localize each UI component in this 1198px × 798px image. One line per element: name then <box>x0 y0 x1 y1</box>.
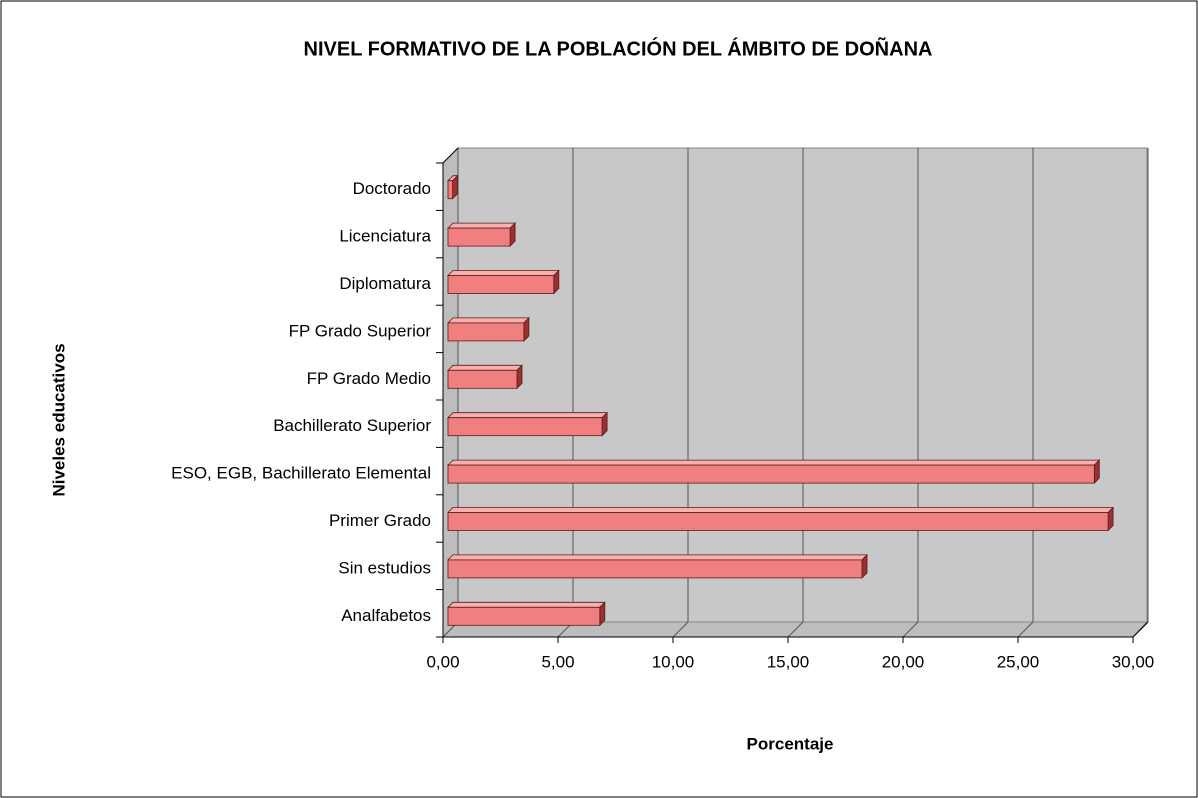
bar-top <box>447 317 530 324</box>
bar <box>447 512 1109 531</box>
x-tick-label: 20,00 <box>882 652 925 671</box>
x-tick-label: 5,00 <box>541 652 574 671</box>
x-axis-depth <box>1132 621 1149 638</box>
y-tick-label: FP Grado Superior <box>289 321 432 340</box>
x-tick-label: 0,00 <box>426 652 459 671</box>
y-tick-label: Licenciatura <box>339 227 431 246</box>
bar-top <box>447 364 523 371</box>
bar-top <box>447 270 560 276</box>
bar <box>447 559 863 579</box>
y-tick-label: Sin estudios <box>338 558 431 577</box>
bar-top <box>447 459 1101 466</box>
grid-line <box>672 621 689 638</box>
bar <box>447 322 525 342</box>
x-tick-label: 15,00 <box>767 652 810 671</box>
bar <box>447 606 601 626</box>
bar-top <box>447 507 1115 513</box>
bar <box>447 227 511 247</box>
bar <box>447 180 453 200</box>
y-tick-label: Diplomatura <box>339 274 431 293</box>
y-tick-label: Bachillerato Superior <box>273 416 431 435</box>
bar <box>447 275 555 294</box>
y-axis-depth <box>442 147 459 164</box>
x-axis-title: Porcentaje <box>747 734 834 753</box>
chart-title: NIVEL FORMATIVO DE LA POBLACIÓN DEL ÁMBI… <box>304 36 933 60</box>
y-tick-label: Analfabetos <box>341 606 431 625</box>
bar-top <box>447 222 517 229</box>
y-axis-title: Niveles educativos <box>49 343 68 496</box>
y-tick-label: FP Grado Medio <box>307 369 431 388</box>
y-tick-label: Primer Grado <box>329 511 431 530</box>
grid-line <box>1017 621 1034 638</box>
bar-top <box>447 554 868 561</box>
x-tick-label: 25,00 <box>997 652 1040 671</box>
grid-line <box>787 621 804 638</box>
bar-top <box>447 412 609 419</box>
bar <box>447 464 1095 484</box>
bar-top <box>447 601 606 608</box>
bar <box>447 417 603 437</box>
y-tick-label: Doctorado <box>353 179 431 198</box>
x-tick-label: 30,00 <box>1112 652 1155 671</box>
grid-line <box>902 621 919 638</box>
x-tick-label: 10,00 <box>652 652 695 671</box>
bar <box>447 369 518 389</box>
y-tick-label: ESO, EGB, Bachillerato Elemental <box>171 464 431 483</box>
